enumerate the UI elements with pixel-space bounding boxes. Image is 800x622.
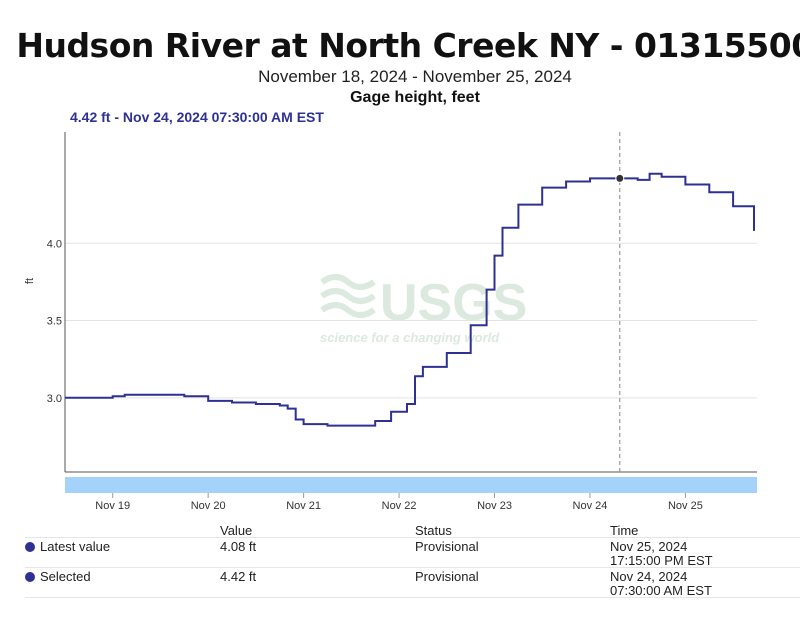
y-tick-label: 4.0: [47, 238, 62, 250]
x-tick-label: Nov 25: [668, 500, 703, 512]
usgs-logo-icon: [320, 274, 376, 318]
usgs-watermark: USGS science for a changing world: [320, 274, 527, 345]
row-time: Nov 24, 2024 07:30:00 AM EST: [610, 569, 712, 598]
table-header: Value Status Time: [25, 523, 800, 538]
x-tick-label: Nov 19: [95, 500, 130, 512]
x-tick-label: Nov 20: [191, 500, 226, 512]
x-tick-label: Nov 22: [382, 500, 417, 512]
series-dot-icon: [25, 572, 35, 582]
y-tick-label: 3.5: [47, 316, 62, 328]
y-axis-label: ft: [24, 278, 36, 284]
gage-height-line[interactable]: [65, 172, 755, 427]
chart-title: Hudson River at North Creek NY - 0131550…: [16, 26, 800, 65]
selected-point-marker[interactable]: [615, 173, 625, 183]
table-row-latest: Latest value 4.08 ft Provisional Nov 25,…: [25, 537, 800, 568]
row-status: Provisional: [415, 539, 479, 554]
parameter-label: Gage height, feet: [350, 89, 480, 106]
header-value: Value: [220, 523, 253, 538]
row-status: Provisional: [415, 569, 479, 584]
y-axis: 3.0 3.5 4.0: [47, 238, 62, 405]
row-time: Nov 25, 2024 17:15:00 PM EST: [610, 539, 713, 568]
table-row-selected: Selected 4.42 ft Provisional Nov 24, 202…: [25, 567, 800, 598]
hydrograph-chart[interactable]: USGS science for a changing world 3.0 3.5…: [0, 0, 800, 522]
y-tick-label: 3.0: [47, 393, 62, 405]
row-label: Latest value: [25, 540, 110, 554]
x-tick-label: Nov 23: [477, 500, 512, 512]
row-label: Selected: [25, 570, 91, 584]
series-dot-icon: [25, 542, 35, 552]
header-status: Status: [415, 523, 452, 538]
watermark-brand: USGS: [380, 274, 527, 332]
x-tick-label: Nov 24: [573, 500, 608, 512]
values-table: Value Status Time Latest value 4.08 ft P…: [25, 523, 800, 598]
navigator-bar[interactable]: [65, 477, 757, 493]
row-value: 4.42 ft: [220, 569, 257, 584]
x-tick-label: Nov 21: [286, 500, 321, 512]
selected-readout: 4.42 ft - Nov 24, 2024 07:30:00 AM EST: [70, 109, 324, 125]
header-time: Time: [610, 523, 639, 538]
date-range: November 18, 2024 - November 25, 2024: [258, 67, 572, 86]
watermark-tagline: science for a changing world: [320, 330, 500, 345]
x-axis: Nov 19 Nov 20 Nov 21 Nov 22 Nov 23 Nov 24 Nov …: [95, 493, 703, 512]
row-value: 4.08 ft: [220, 539, 257, 554]
grid: [65, 242, 757, 399]
